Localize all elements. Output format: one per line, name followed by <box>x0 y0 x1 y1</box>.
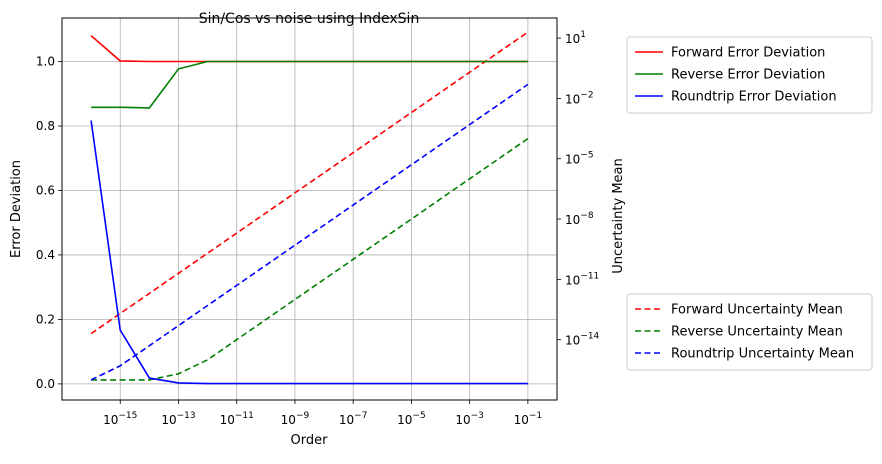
legend-frame <box>626 36 873 114</box>
grid <box>62 18 557 400</box>
right-y-tick-label: 10−11 <box>565 271 599 287</box>
x-tick-label: 10−7 <box>339 411 368 427</box>
left-y-axis-label: Error Deviation <box>9 160 24 258</box>
left-y-tick-label: 1.0 <box>36 55 55 69</box>
legend-label: Roundtrip Uncertainty Mean <box>671 347 854 362</box>
error-deviation-series-line-0 <box>90 35 528 63</box>
right-y-tick-label: 10−2 <box>565 90 594 106</box>
error-deviation-series-line-1 <box>91 60 528 109</box>
x-tick-label: 10−13 <box>161 411 195 427</box>
left-y-tick-label: 0.0 <box>36 377 55 391</box>
uncertainty-mean-series-line-2 <box>90 83 529 381</box>
error-deviation-series-line-2 <box>90 120 528 385</box>
legend-label: Forward Uncertainty Mean <box>671 303 843 318</box>
right-y-tick-label: 10−8 <box>565 211 594 227</box>
legend-label: Reverse Error Deviation <box>671 68 825 83</box>
plot-frame <box>61 17 558 401</box>
left-y-tick-label: 0.6 <box>36 183 55 197</box>
legend-error-deviation: Forward Error Deviation Reverse Error Dev… <box>626 36 873 114</box>
x-tick-label: 10−11 <box>220 411 254 427</box>
right-y-axis-label: Uncertainty Mean <box>611 158 626 274</box>
left-axis-series <box>90 35 528 385</box>
uncertainty-mean-series-line-1 <box>91 137 529 381</box>
right-y-tick-label: 101 <box>565 30 586 46</box>
chart-title: Sin/Cos vs noise using IndexSin <box>199 11 420 27</box>
x-tick-label: 10−1 <box>514 411 543 427</box>
legend-uncertainty-mean: Forward Uncertainty Mean Reverse Uncertai… <box>626 293 873 371</box>
legend-label: Forward Error Deviation <box>671 46 825 61</box>
legend-frame <box>626 293 873 371</box>
left-y-tick-label: 0.4 <box>36 248 55 262</box>
right-y-axis-ticks: 101 10−2 10−5 10−8 10−11 10−14 <box>557 30 600 348</box>
uncertainty-mean-series-line-0 <box>90 31 529 335</box>
right-y-tick-label: 10−5 <box>565 151 594 167</box>
left-y-axis-ticks: 0.0 0.2 0.4 0.6 0.8 1.0 <box>36 55 62 391</box>
legend-label: Reverse Uncertainty Mean <box>671 325 843 340</box>
x-tick-label: 10−3 <box>455 411 484 427</box>
right-axis-series <box>90 31 529 381</box>
left-y-tick-label: 0.2 <box>36 312 55 326</box>
legend-label: Roundtrip Error Deviation <box>671 90 837 105</box>
x-tick-label: 10−9 <box>281 411 310 427</box>
x-axis-label: Order <box>291 433 329 448</box>
x-tick-label: 10−15 <box>103 411 137 427</box>
x-tick-label: 10−5 <box>397 411 426 427</box>
right-y-tick-label: 10−14 <box>565 332 600 348</box>
x-axis-ticks: 10−15 10−13 10−11 10−9 10−7 10−5 10−3 10−1 <box>103 400 542 427</box>
left-y-tick-label: 0.8 <box>36 119 55 133</box>
